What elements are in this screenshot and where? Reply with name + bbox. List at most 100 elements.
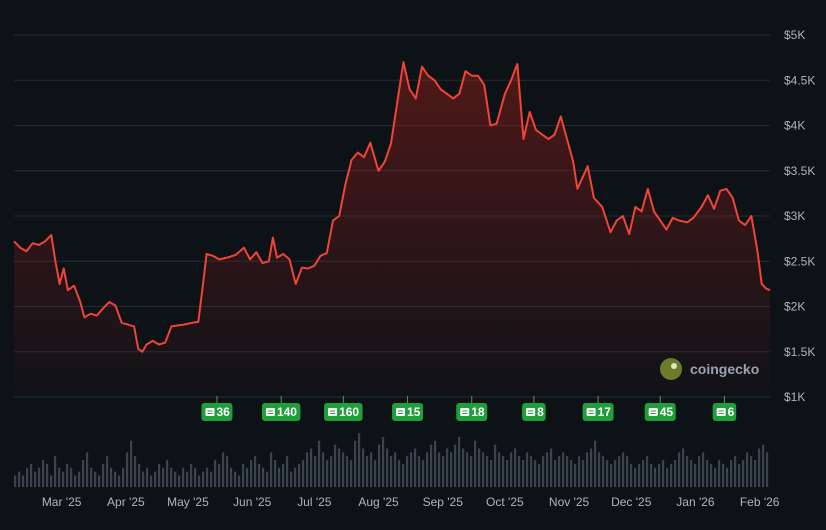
volume-bar [578,456,581,487]
x-tick-label: Nov '25 [549,495,590,509]
volume-bar [98,475,101,487]
volume-bar [638,463,641,487]
price-line[interactable] [13,61,771,353]
volume-bar [430,444,433,487]
volume-bar [562,452,565,487]
volume-bar [718,460,721,487]
news-marker[interactable]: 17 [582,396,614,421]
volume-bar [730,460,733,487]
news-marker[interactable]: 160 [324,396,363,421]
news-badge[interactable] [582,403,614,421]
price-area [14,62,770,397]
volume-bar [170,467,173,487]
volume-bar [66,463,69,487]
volume-bar [738,463,741,487]
volume-bar [726,467,729,487]
volume-bar [510,452,513,487]
volume-bar [182,467,185,487]
volume-bar [682,448,685,487]
price-area-fill [14,62,770,397]
volume-bar [534,460,537,487]
volume-bar [610,463,613,487]
news-badge[interactable] [201,403,233,421]
volume-bar [506,460,509,487]
volume-bar [614,460,617,487]
volume-bar [598,452,601,487]
volume-bar [366,456,369,487]
volume-bar [658,463,661,487]
volume-bar [442,456,445,487]
y-tick-label: $3.5K [784,164,815,178]
y-tick-label: $1.5K [784,345,815,359]
volume-bar [26,467,29,487]
news-count: 140 [277,405,297,419]
coingecko-watermark: coingecko [660,358,759,380]
volume-bar [582,460,585,487]
news-count: 17 [598,405,612,419]
news-marker[interactable]: 140 [261,396,301,421]
news-marker[interactable]: 36 [201,396,233,421]
news-count: 45 [660,405,674,419]
news-badge[interactable] [261,403,301,421]
news-badge[interactable] [392,403,424,421]
volume-bar [570,460,573,487]
gecko-eye-icon [671,363,677,369]
volume-bar [22,475,25,487]
volume-bar [606,460,609,487]
volume-bar [474,440,477,487]
y-tick-label: $2.5K [784,254,815,268]
news-marker[interactable]: 8 [522,396,546,421]
volume-bar [262,467,265,487]
volume-bar [266,471,269,487]
volume-bar [522,460,525,487]
volume-bar [686,456,689,487]
volume-bar [246,467,249,487]
volume-bar [74,475,77,487]
volume-bar [58,467,61,487]
x-axis: Mar '25 Apr '25 May '25 Jun '25 Jul '25 Aug '… [42,495,780,509]
gecko-logo-icon [660,358,682,380]
volume-bar [402,463,405,487]
volume-bar [110,467,113,487]
price-line-layer[interactable] [13,61,771,353]
volume-bar [486,456,489,487]
volume-bar [286,456,289,487]
volume-bar [714,467,717,487]
volume-bar [494,444,497,487]
newspaper-icon [265,408,275,416]
news-markers[interactable]: 36 140 160 15 18 8 17 45 6 [201,396,737,421]
volume-bar [594,440,597,487]
news-badge[interactable] [456,403,488,421]
volume-bar [122,467,125,487]
volume-bar [438,452,441,487]
newspaper-icon [526,408,536,416]
volume-bar [678,452,681,487]
volume-bar [38,467,41,487]
news-badge[interactable] [644,403,676,421]
news-count: 15 [407,405,421,419]
x-tick-label: Apr '25 [107,495,145,509]
volume-bar [422,460,425,487]
volume-bar [666,467,669,487]
news-marker[interactable]: 45 [644,396,676,421]
volume-bar [322,452,325,487]
volume-bar [662,460,665,487]
volume-bar [722,463,725,487]
news-marker[interactable]: 15 [392,396,424,421]
volume-bar [566,456,569,487]
volume-bar [674,460,677,487]
volume-bar [386,448,389,487]
volume-bar [546,452,549,487]
volume-bar [642,460,645,487]
x-tick-label: Feb '26 [740,495,780,509]
news-marker[interactable]: 18 [456,396,488,421]
volume-bar [446,448,449,487]
volume-bar [14,475,17,487]
news-marker[interactable]: 6 [712,396,737,421]
volume-bar [542,456,545,487]
volume-bar [310,448,313,487]
news-badge[interactable] [324,403,363,421]
volume-bar [126,452,129,487]
volume-bar [102,463,105,487]
